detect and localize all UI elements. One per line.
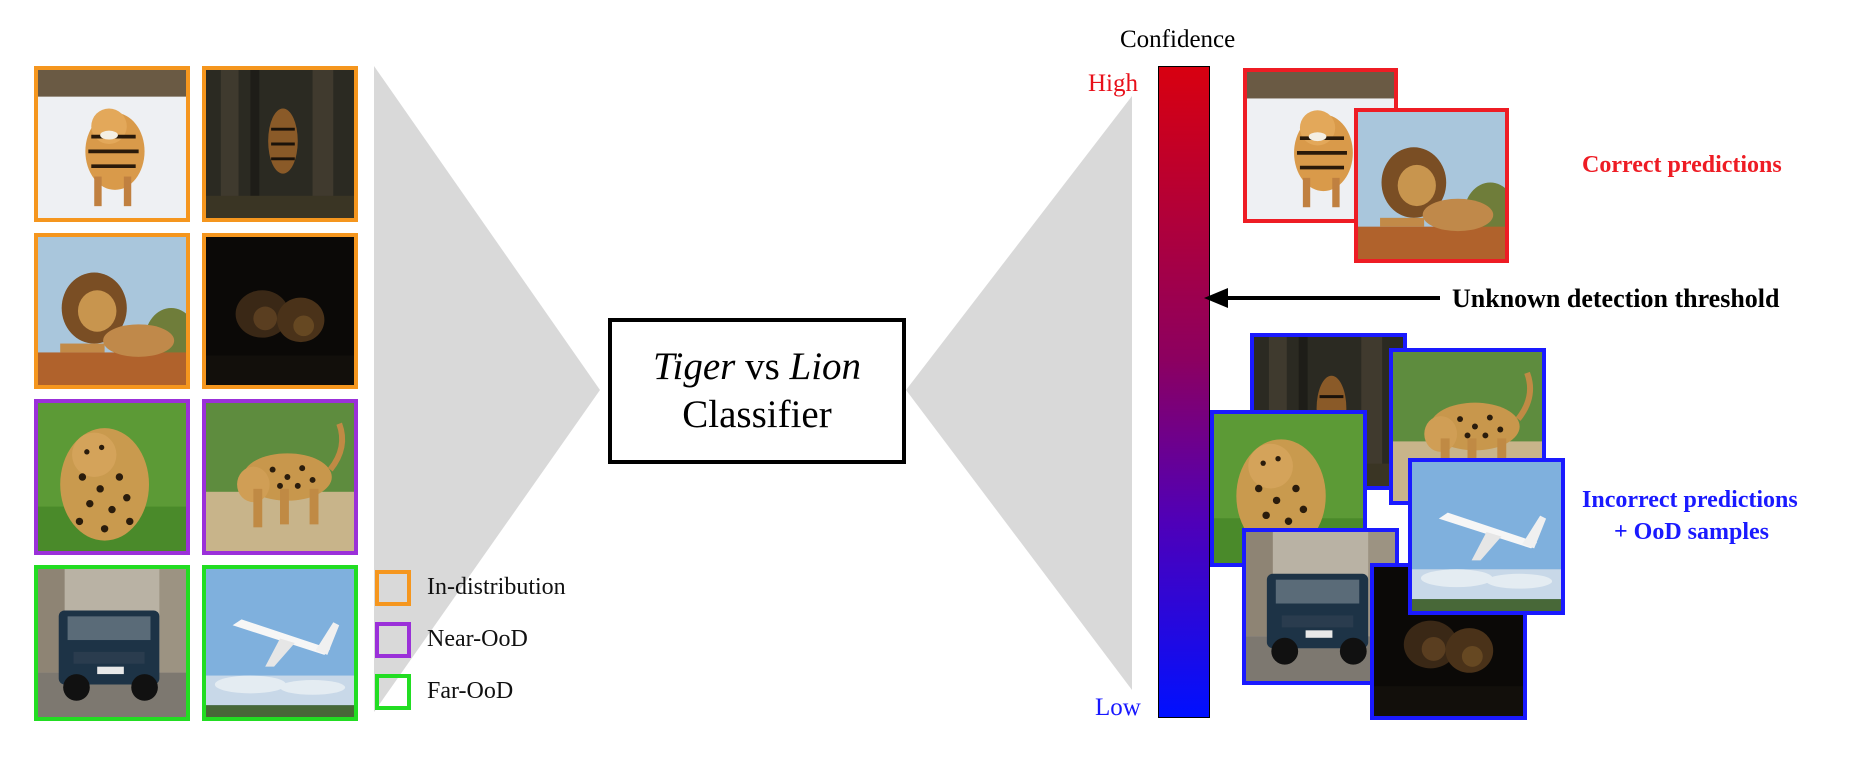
threshold-arrow — [1204, 288, 1440, 308]
legend-swatch-far-ood — [375, 674, 411, 710]
legend-swatch-near-ood — [375, 622, 411, 658]
incorrect-airplane-image — [1408, 458, 1565, 615]
classifier-subtitle: Classifier — [682, 393, 832, 436]
input-funnel-shape — [374, 66, 600, 712]
confidence-low-label: Low — [1095, 694, 1141, 721]
leopard-image — [34, 399, 190, 555]
confidence-title: Confidence — [1120, 26, 1236, 53]
tiger-in-forest-image — [202, 66, 358, 222]
incorrect-predictions-label: Incorrect predictions — [1582, 487, 1798, 513]
confidence-high-label: High — [1088, 70, 1138, 97]
dark-lions-image — [202, 233, 358, 389]
versus-label: vs — [745, 345, 780, 388]
correct-predictions-label: Correct predictions — [1582, 152, 1782, 178]
correct-lion-image — [1354, 108, 1509, 263]
legend-label-near-ood: Near-OoD — [427, 626, 528, 652]
lion-image — [34, 233, 190, 389]
suv-car-image — [34, 565, 190, 721]
class-a-label: Tiger — [652, 345, 736, 388]
legend-swatch-in-distribution — [375, 570, 411, 606]
legend-label-far-ood: Far-OoD — [427, 678, 514, 704]
classifier-title: Tiger vs Lion — [653, 343, 861, 391]
confidence-gradient-bar — [1158, 66, 1210, 718]
walking-leopard-image — [202, 399, 358, 555]
airplane-image — [202, 565, 358, 721]
tiger-image — [34, 66, 190, 222]
ood-samples-label: + OoD samples — [1614, 519, 1770, 545]
classifier-box: Tiger vs Lion Classifier — [608, 318, 906, 464]
threshold-label: Unknown detection threshold — [1452, 284, 1780, 313]
output-funnel-shape — [906, 96, 1132, 690]
class-b-label: Lion — [789, 345, 862, 388]
legend-label-in-distribution: In-distribution — [427, 574, 566, 600]
